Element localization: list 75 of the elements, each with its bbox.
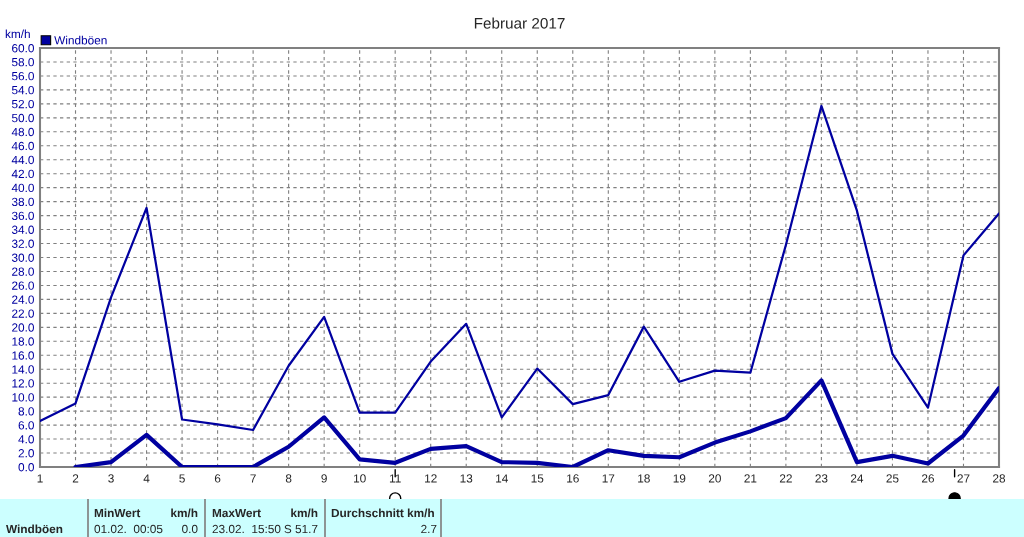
text: km/h: [291, 508, 318, 518]
y-tick-label: 42.0: [11, 169, 34, 179]
y-tick-label: 36.0: [11, 211, 34, 220]
y-tick-label: 8.0: [18, 407, 34, 416]
x-tick-label: 15: [531, 474, 544, 483]
chart-title: Februar 2017: [474, 17, 565, 29]
x-tick-label: 4: [143, 474, 150, 483]
text: 0.0: [182, 524, 198, 534]
text: 23.02. 15:50: [212, 524, 281, 534]
x-tick-label: 18: [638, 474, 650, 483]
x-tick-label: 12: [425, 474, 437, 483]
y-tick-label: 16.0: [12, 351, 34, 360]
x-tick-label: 8: [285, 474, 292, 483]
y-tick-label: 14.0: [12, 365, 34, 374]
x-tick-label: 28: [993, 474, 1006, 483]
text: Windböen: [6, 524, 63, 534]
y-tick-label: 2.0: [18, 449, 34, 458]
x-tick-label: 25: [886, 474, 899, 483]
y-tick-label: 10.0: [12, 393, 34, 402]
x-tick-label: 11: [389, 474, 401, 483]
y-tick-label: 52.0: [11, 99, 34, 109]
y-tick-label: 34.0: [11, 225, 34, 234]
x-tick-label: 17: [602, 474, 615, 483]
x-tick-label: 5: [179, 474, 185, 483]
y-tick-label: 38.0: [11, 197, 34, 207]
x-tick-label: 26: [921, 474, 935, 483]
text: MinWert: [94, 508, 141, 518]
x-tick-label: 24: [850, 474, 864, 483]
y-axis-title: km/h: [5, 29, 30, 39]
x-tick-label: 19: [673, 474, 686, 483]
y-tick-label: 40.0: [11, 183, 34, 193]
y-tick-label: 28.0: [12, 267, 34, 276]
y-tick-label: 4.0: [18, 435, 34, 444]
x-tick-label: 13: [460, 474, 473, 483]
y-tick-label: 18.0: [12, 337, 34, 346]
legend-label: Windböen: [54, 35, 107, 45]
text: 2.7: [421, 524, 437, 534]
line-series: [40, 104, 999, 432]
y-tick-label: 44.0: [11, 155, 34, 165]
x-tick-label: 16: [567, 474, 579, 483]
y-tick-label: 32.0: [11, 239, 34, 248]
x-tick-label: 6: [214, 474, 221, 483]
y-tick-label: 50.0: [11, 113, 34, 123]
x-tick-label: 9: [321, 474, 327, 483]
y-tick-label: 46.0: [11, 141, 34, 151]
y-tick-label: 58.0: [11, 58, 34, 67]
text: MaxWert: [212, 508, 261, 518]
text: S 51.7: [284, 524, 318, 534]
line-series: [73, 378, 999, 467]
y-tick-label: 12.0: [12, 379, 34, 388]
x-tick-label: 20: [708, 474, 721, 483]
y-tick-label: 54.0: [11, 85, 34, 95]
x-tick-label: 22: [779, 474, 792, 483]
y-tick-label: 56.0: [11, 71, 34, 81]
x-tick-label: 21: [744, 474, 757, 483]
x-tick-label: 14: [496, 474, 508, 483]
x-tick-label: 23: [815, 474, 828, 483]
text: 01.02. 00:05: [94, 524, 163, 534]
y-tick-label: 6.0: [18, 421, 34, 430]
x-tick-label: 27: [957, 474, 970, 483]
y-tick-label: 48.0: [11, 127, 34, 137]
y-tick-label: 30.0: [11, 253, 34, 262]
y-tick-label: 26.0: [12, 281, 34, 290]
text: km/h: [171, 508, 198, 518]
x-tick-label: 2: [72, 474, 79, 483]
y-tick-label: 0.0: [18, 463, 34, 472]
x-tick-label: 7: [250, 474, 256, 483]
x-tick-label: 3: [108, 474, 114, 483]
x-tick-label: 1: [37, 474, 43, 483]
y-tick-label: 20.0: [12, 323, 34, 332]
text: Durchschnitt km/h: [331, 508, 434, 518]
y-tick-label: 24.0: [12, 295, 34, 304]
y-tick-label: 22.0: [12, 309, 34, 318]
x-tick-label: 10: [354, 474, 366, 483]
y-tick-label: 60.0: [12, 44, 34, 53]
